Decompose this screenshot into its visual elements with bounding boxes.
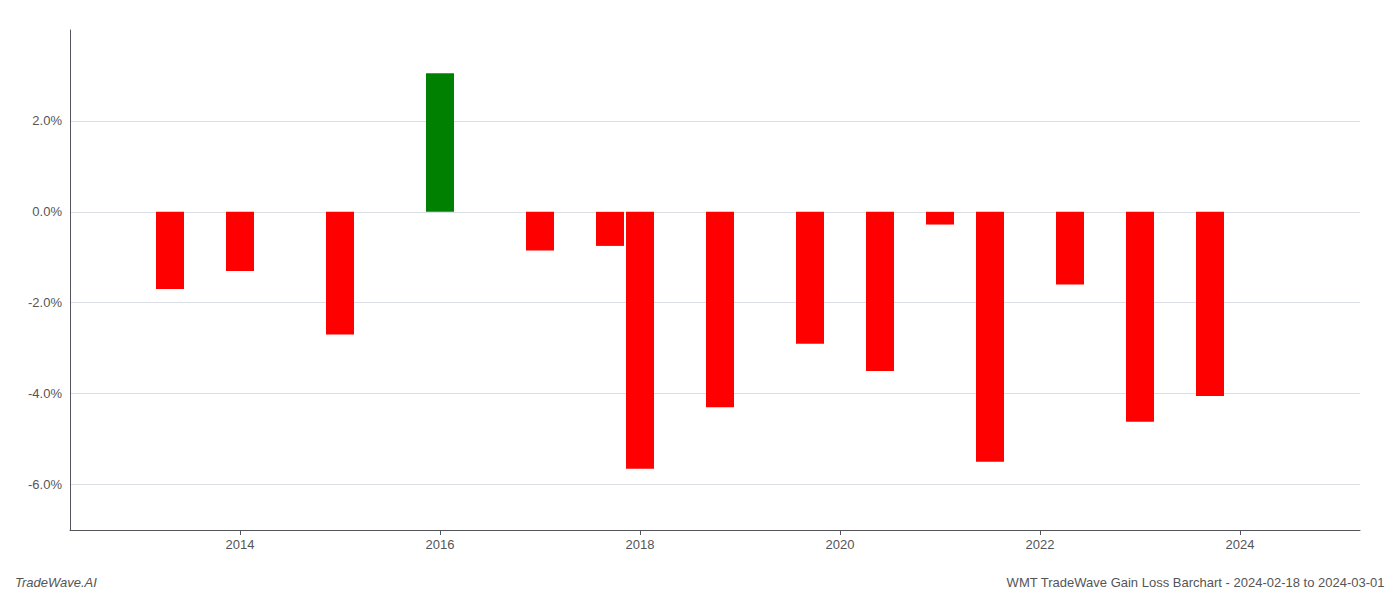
svg-text:-6.0%: -6.0%	[28, 477, 62, 492]
svg-text:2016: 2016	[426, 537, 455, 552]
svg-text:2.0%: 2.0%	[32, 113, 62, 128]
svg-text:TradeWave.AI: TradeWave.AI	[15, 575, 97, 590]
svg-text:2014: 2014	[226, 537, 255, 552]
svg-text:-4.0%: -4.0%	[28, 386, 62, 401]
svg-text:2020: 2020	[826, 537, 855, 552]
svg-text:2018: 2018	[626, 537, 655, 552]
svg-text:WMT TradeWave Gain Loss Barcha: WMT TradeWave Gain Loss Barchart - 2024-…	[1007, 575, 1385, 590]
svg-text:2022: 2022	[1026, 537, 1055, 552]
svg-text:2024: 2024	[1226, 537, 1255, 552]
svg-text:-2.0%: -2.0%	[28, 295, 62, 310]
svg-text:0.0%: 0.0%	[32, 204, 62, 219]
